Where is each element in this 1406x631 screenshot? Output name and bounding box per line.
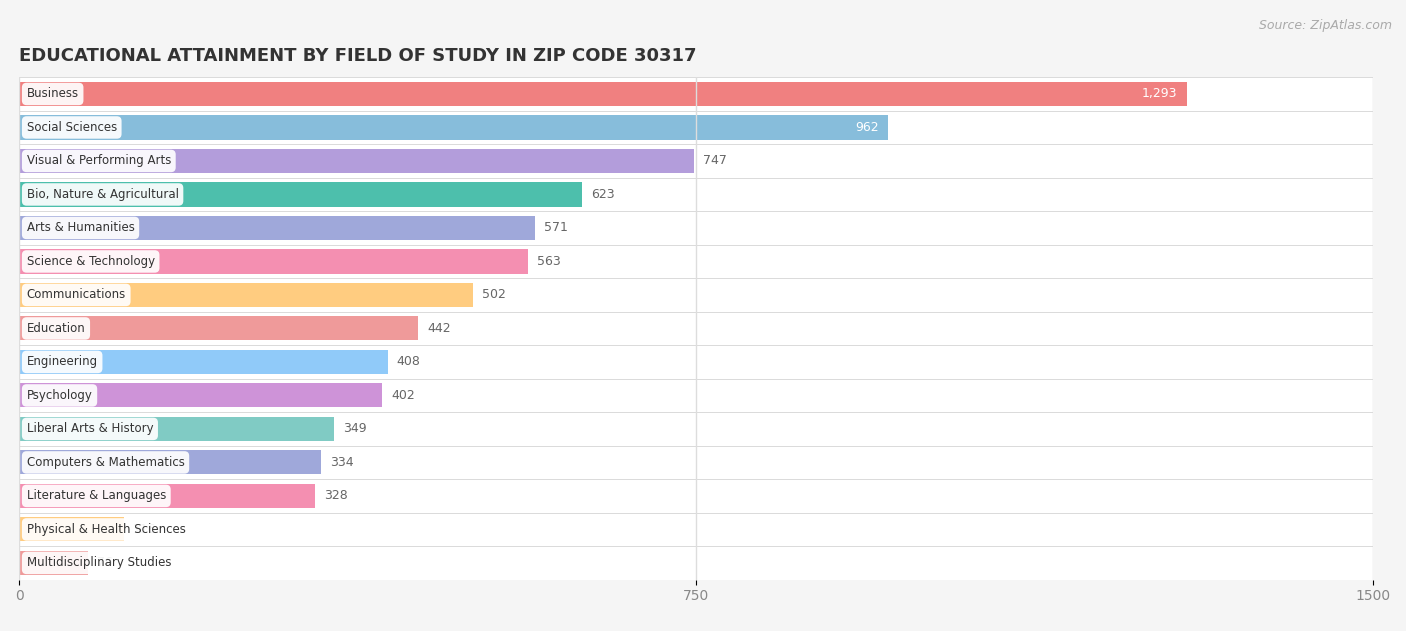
Text: 442: 442	[427, 322, 451, 335]
Bar	[20, 283, 472, 307]
Bar	[20, 384, 382, 408]
Text: EDUCATIONAL ATTAINMENT BY FIELD OF STUDY IN ZIP CODE 30317: EDUCATIONAL ATTAINMENT BY FIELD OF STUDY…	[20, 47, 697, 64]
Text: Visual & Performing Arts: Visual & Performing Arts	[27, 155, 172, 167]
Bar	[20, 484, 315, 508]
Bar	[20, 77, 1374, 110]
Bar	[20, 211, 1374, 245]
Bar	[20, 316, 419, 341]
Text: Literature & Languages: Literature & Languages	[27, 490, 166, 502]
Text: Arts & Humanities: Arts & Humanities	[27, 221, 135, 235]
Bar	[20, 249, 527, 273]
Bar	[20, 517, 124, 541]
Text: Multidisciplinary Studies: Multidisciplinary Studies	[27, 557, 172, 569]
Text: Source: ZipAtlas.com: Source: ZipAtlas.com	[1258, 19, 1392, 32]
Text: Social Sciences: Social Sciences	[27, 121, 117, 134]
Text: Psychology: Psychology	[27, 389, 93, 402]
Bar	[20, 278, 1374, 312]
Text: Bio, Nature & Agricultural: Bio, Nature & Agricultural	[27, 188, 179, 201]
Bar	[20, 312, 1374, 345]
Bar	[20, 350, 388, 374]
Bar	[20, 149, 693, 173]
Text: Education: Education	[27, 322, 86, 335]
Text: 349: 349	[343, 422, 367, 435]
Text: Liberal Arts & History: Liberal Arts & History	[27, 422, 153, 435]
Bar	[20, 110, 1374, 144]
Bar	[20, 216, 534, 240]
Text: Communications: Communications	[27, 288, 127, 302]
Bar	[20, 445, 1374, 479]
Text: Physical & Health Sciences: Physical & Health Sciences	[27, 523, 186, 536]
Bar	[20, 82, 1187, 106]
Bar	[20, 512, 1374, 546]
Text: 402: 402	[391, 389, 415, 402]
Bar	[20, 144, 1374, 178]
Text: 1,293: 1,293	[1142, 88, 1178, 100]
Bar	[20, 451, 321, 475]
Text: 747: 747	[703, 155, 727, 167]
Text: 76: 76	[97, 557, 112, 569]
Text: 962: 962	[855, 121, 879, 134]
Text: 563: 563	[537, 255, 561, 268]
Bar	[20, 379, 1374, 412]
Text: 502: 502	[482, 288, 505, 302]
Text: 408: 408	[396, 355, 420, 369]
Bar	[20, 182, 582, 206]
Bar	[20, 115, 887, 139]
Text: Engineering: Engineering	[27, 355, 98, 369]
Bar	[20, 178, 1374, 211]
Bar	[20, 551, 89, 575]
Text: 334: 334	[330, 456, 353, 469]
Bar	[20, 345, 1374, 379]
Text: 571: 571	[544, 221, 568, 235]
Bar	[20, 412, 1374, 445]
Text: Science & Technology: Science & Technology	[27, 255, 155, 268]
Text: 116: 116	[134, 523, 156, 536]
Text: Business: Business	[27, 88, 79, 100]
Bar	[20, 546, 1374, 580]
Text: Computers & Mathematics: Computers & Mathematics	[27, 456, 184, 469]
Text: 328: 328	[325, 490, 349, 502]
Bar	[20, 417, 335, 441]
Bar	[20, 479, 1374, 512]
Text: 623: 623	[591, 188, 614, 201]
Bar	[20, 245, 1374, 278]
